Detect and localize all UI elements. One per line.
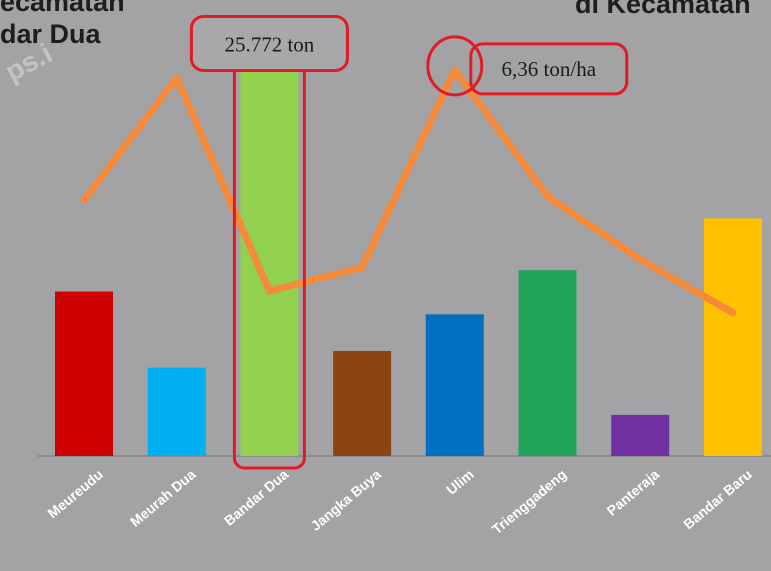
tick-label-meureudu: Meureudu (44, 466, 106, 521)
annotations-group: 25.772 ton 6,36 ton/ha (189, 14, 629, 470)
tick-label-ulim: Ulim (443, 466, 477, 498)
tick-labels-group: Meureudu Meurah Dua Bandar Dua Jangka Buya U… (44, 466, 754, 537)
annotation-text: 6,36 ton/ha (502, 57, 597, 81)
chart-title-left-line2: dar Dua (0, 19, 101, 49)
chart-title-right: di Kecamatan (575, 0, 751, 19)
bar-bandar-dua (240, 63, 299, 456)
chart-title-left: ecamatan dar Dua (0, 0, 125, 50)
annotation-2: 6,36 ton/ha (426, 35, 629, 97)
tick-label-meurah-dua: Meurah Dua (127, 466, 199, 530)
annotation-text: 25.772 ton (224, 32, 314, 56)
chart-title-left-line1: ecamatan (0, 0, 125, 17)
bar-trienggadeng (518, 270, 577, 456)
tick-label-bandar-baru: Bandar Baru (680, 466, 755, 532)
bar-jangka-buya (333, 350, 392, 456)
tick-label-trienggadeng: Trienggadeng (489, 466, 570, 537)
bar-meurah-dua (147, 367, 206, 456)
tick-label-panteraja: Panteraja (604, 466, 663, 519)
highlight-circle-point (426, 35, 484, 97)
bar-panteraja (611, 414, 670, 456)
bar-ulim (425, 314, 484, 456)
tick-label-jangka-buya: Jangka Buya (308, 466, 385, 534)
bars-group (55, 63, 762, 456)
yield-line (80, 66, 737, 317)
tick-label-bandar-dua: Bandar Dua (221, 466, 292, 529)
bar-bandar-baru (703, 218, 762, 456)
annotation-box (469, 42, 629, 96)
annotation-box (189, 14, 349, 72)
bar-meureudu (55, 291, 113, 456)
annotation-1: 25.772 ton (189, 14, 349, 470)
